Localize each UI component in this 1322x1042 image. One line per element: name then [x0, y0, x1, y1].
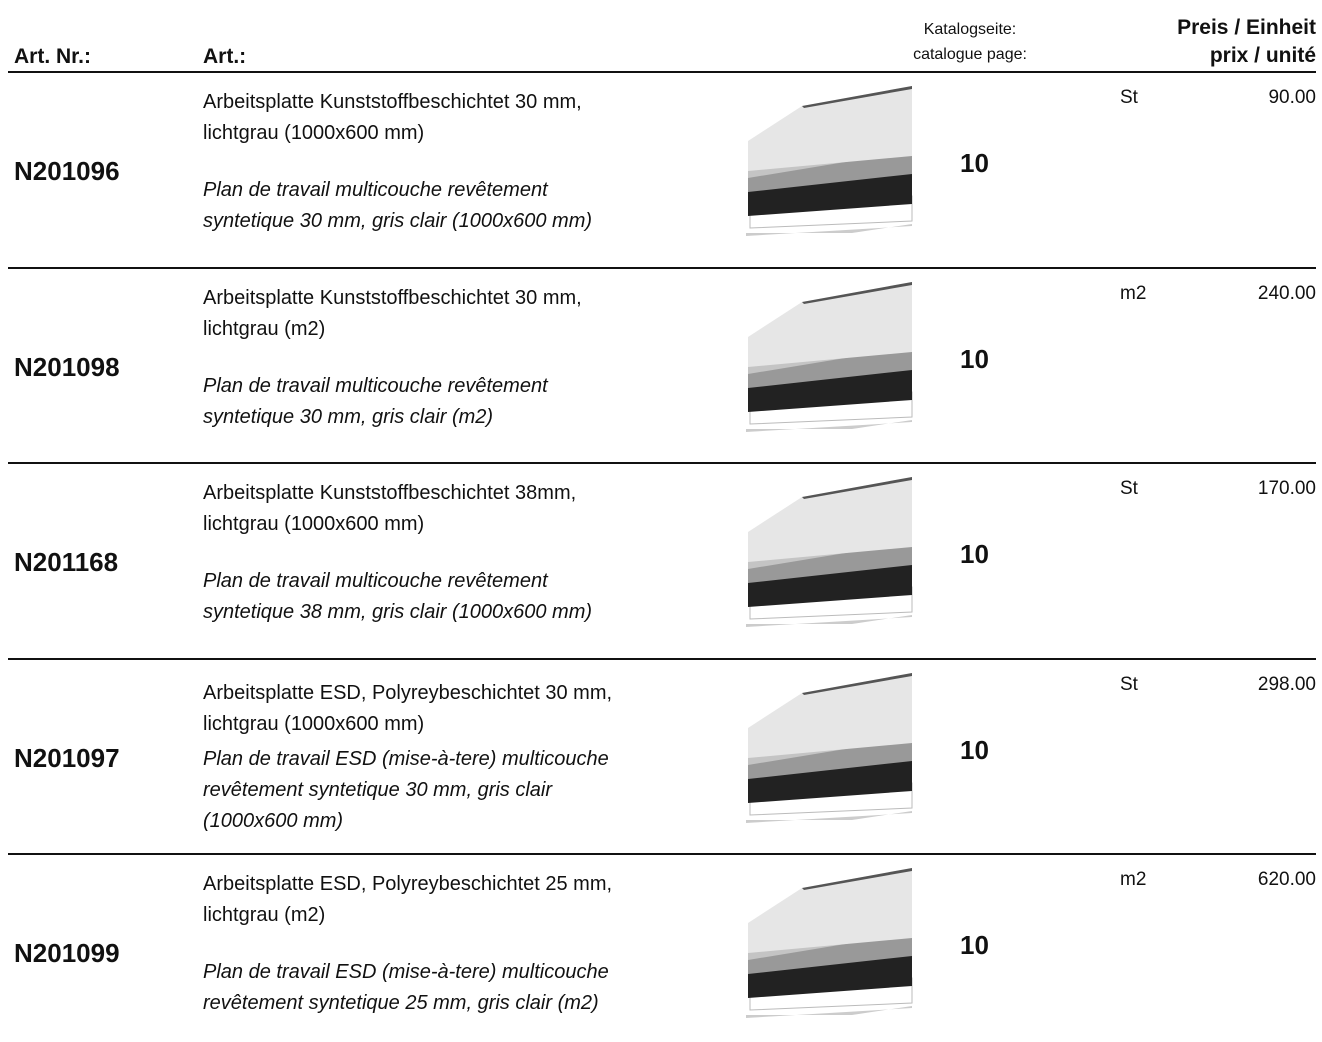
price: 170.00 [1257, 478, 1316, 499]
product-image [746, 281, 913, 432]
header-price: Preis / Einheit prix / unité [1177, 14, 1316, 70]
header-catalog-de: Katalogseite: [923, 21, 1017, 38]
row-rule [8, 657, 1316, 660]
product-image [746, 86, 913, 236]
description: Arbeitsplatte ESD, Polyreybeschichtet 25… [203, 869, 612, 1019]
article-number: N201096 [14, 156, 120, 186]
description: Arbeitsplatte ESD, Polyreybeschichtet 30… [203, 678, 612, 837]
header-catalog: Katalogseite: catalogue page: [880, 17, 1060, 67]
article-number: N201099 [14, 938, 120, 968]
header-rule [8, 71, 1316, 73]
description-de: lichtgrau (m2) [203, 317, 326, 340]
description-de: Arbeitsplatte ESD, Polyreybeschichtet 30… [203, 681, 613, 704]
description-fr: Plan de travail ESD (mise-à-tere) multic… [203, 961, 609, 983]
product-image [746, 477, 913, 627]
description-fr: revêtement syntetique 30 mm, gris clair [203, 778, 553, 801]
row-rule [8, 462, 1316, 464]
unit: St [1120, 87, 1138, 108]
catalog-page: 10 [960, 343, 989, 374]
description-de: lichtgrau (1000x600 mm) [203, 513, 425, 535]
header-art: Art.: [203, 45, 247, 68]
row-rule [8, 266, 1316, 269]
unit: St [1120, 478, 1138, 499]
catalog-page: 10 [960, 539, 989, 569]
article-number: N201168 [14, 547, 119, 577]
header-price-de: Preis / Einheit [1177, 16, 1316, 39]
description-de: lichtgrau (1000x600 mm) [203, 712, 425, 735]
product-image-box [742, 477, 914, 632]
article-number: N201098 [14, 351, 120, 382]
price: 90.00 [1268, 87, 1316, 108]
description-de: Arbeitsplatte ESD, Polyreybeschichtet 25… [203, 873, 613, 895]
description: Arbeitsplatte Kunststoffbeschichtet 38mm… [203, 478, 592, 628]
description-fr: Plan de travail ESD (mise-à-tere) multic… [203, 747, 609, 770]
product-image [746, 672, 913, 823]
price: 240.00 [1257, 282, 1316, 304]
description-fr: Plan de travail multicouche revêtement [203, 374, 548, 397]
description-fr: (1000x600 mm) [203, 809, 344, 832]
catalog-page: 10 [960, 148, 989, 178]
description-fr: syntetique 30 mm, gris clair (1000x600 m… [203, 210, 593, 232]
description-de: lichtgrau (m2) [203, 904, 326, 926]
unit: m2 [1120, 282, 1147, 304]
product-image-box [742, 86, 914, 241]
product-image-box [742, 868, 914, 1023]
product-image-box [742, 672, 914, 828]
price: 298.00 [1257, 673, 1316, 695]
description-fr: Plan de travail multicouche revêtement [203, 570, 548, 592]
description: Arbeitsplatte Kunststoffbeschichtet 30 m… [203, 283, 582, 433]
description: Arbeitsplatte Kunststoffbeschichtet 30 m… [203, 87, 592, 237]
catalog-page: 10 [960, 930, 989, 960]
description-de: Arbeitsplatte Kunststoffbeschichtet 30 m… [203, 91, 582, 113]
header-art-nr: Art. Nr.: [14, 45, 92, 68]
article-number: N201097 [14, 742, 120, 773]
unit: St [1120, 673, 1138, 695]
description-fr: syntetique 30 mm, gris clair (m2) [203, 405, 494, 428]
description-de: Arbeitsplatte Kunststoffbeschichtet 30 m… [203, 286, 582, 309]
description-de: lichtgrau (1000x600 mm) [203, 122, 425, 144]
header-price-fr: prix / unité [1209, 44, 1316, 67]
description-fr: syntetique 38 mm, gris clair (1000x600 m… [203, 601, 593, 623]
description-de: Arbeitsplatte Kunststoffbeschichtet 38mm… [203, 482, 577, 504]
row-rule [8, 853, 1316, 855]
product-image [746, 868, 913, 1018]
header-catalog-fr: catalogue page: [913, 46, 1027, 63]
price: 620.00 [1257, 869, 1316, 890]
catalog-page: 10 [960, 734, 989, 765]
description-fr: revêtement syntetique 25 mm, gris clair … [203, 992, 599, 1014]
description-fr: Plan de travail multicouche revêtement [203, 179, 548, 201]
unit: m2 [1120, 869, 1147, 890]
product-image-box [742, 281, 914, 437]
